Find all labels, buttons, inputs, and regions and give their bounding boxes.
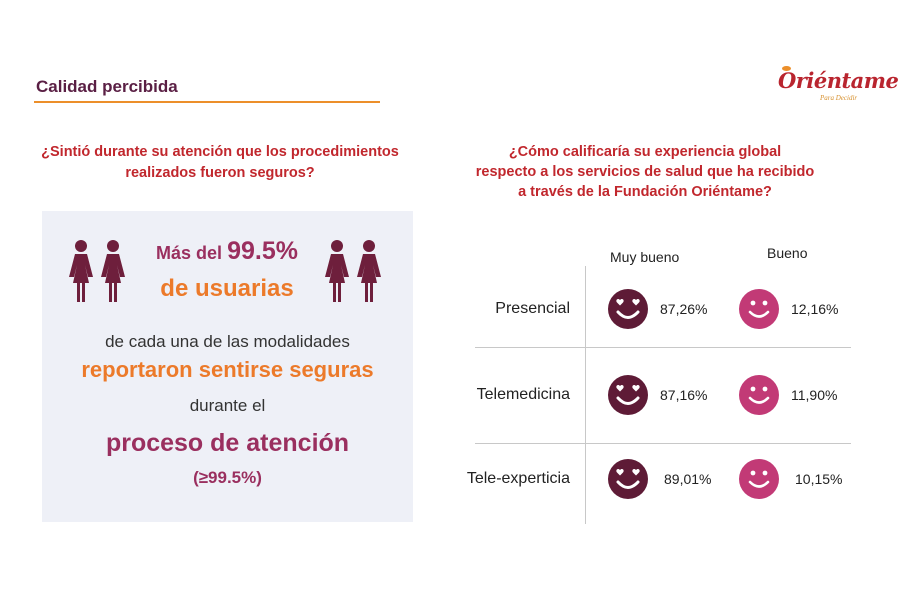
page-title: Calidad percibida xyxy=(36,77,178,96)
body-line-during: durante el xyxy=(189,396,266,415)
logo-tagline: Para Decidir xyxy=(820,94,858,102)
percent-bueno: 10,15% xyxy=(795,471,843,487)
row-label-tele-experticia: Tele-experticia xyxy=(466,470,570,487)
row-label-telemedicina: Telemedicina xyxy=(476,386,570,403)
body-line-reported-safe: reportaron sentirse seguras xyxy=(81,357,374,382)
smiling-face-icon xyxy=(738,374,780,416)
logo-wordmark: Oriéntame xyxy=(778,68,899,93)
heart-eyes-face-icon xyxy=(607,458,649,500)
percent-muy-bueno: 87,16% xyxy=(660,387,708,403)
smiling-face-icon xyxy=(738,288,780,330)
right-question-line: respecto a los servicios de salud que ha… xyxy=(475,164,815,180)
women-figures-icon xyxy=(66,239,132,303)
percent-muy-bueno: 89,01% xyxy=(664,471,712,487)
women-figures-icon xyxy=(322,239,388,303)
percent-muy-bueno: 87,26% xyxy=(660,301,708,317)
column-header-bueno: Bueno xyxy=(767,245,808,261)
lead-text: Más del 99.5% xyxy=(142,237,312,266)
safety-panel: Más del 99.5% de usuarias de cada una de… xyxy=(42,211,413,522)
lead-prefix: Más del xyxy=(156,243,228,263)
logo-accent-dot xyxy=(782,66,791,71)
title-underline xyxy=(34,101,380,103)
lead-value: 99.5% xyxy=(227,237,298,265)
right-question-line: a través de la Fundación Oriéntame? xyxy=(518,184,772,200)
body-line-modalities: de cada una de las modalidades xyxy=(105,332,350,351)
body-line-care-process: proceso de atención xyxy=(105,429,350,457)
smiling-face-icon xyxy=(738,458,780,500)
column-header-muy-bueno: Muy bueno xyxy=(610,249,680,265)
lead-text-line2: de usuarias xyxy=(160,275,294,302)
percent-bueno: 12,16% xyxy=(791,301,839,317)
brand-logo: Oriéntame Para Decidir xyxy=(772,66,899,108)
body-line-threshold: (≥99.5%) xyxy=(193,468,262,487)
table-row-divider xyxy=(475,443,851,444)
heart-eyes-face-icon xyxy=(607,374,649,416)
table-vertical-divider xyxy=(585,266,586,524)
right-question-line: ¿Cómo calificaría su experiencia global xyxy=(508,144,782,160)
percent-bueno: 11,90% xyxy=(791,387,838,403)
right-question: ¿Cómo calificaría su experiencia global … xyxy=(430,142,860,202)
left-question: ¿Sintió durante su atención que los proc… xyxy=(41,144,399,181)
heart-eyes-face-icon xyxy=(607,288,649,330)
row-label-presencial: Presencial xyxy=(495,300,570,317)
table-row-divider xyxy=(475,347,851,348)
